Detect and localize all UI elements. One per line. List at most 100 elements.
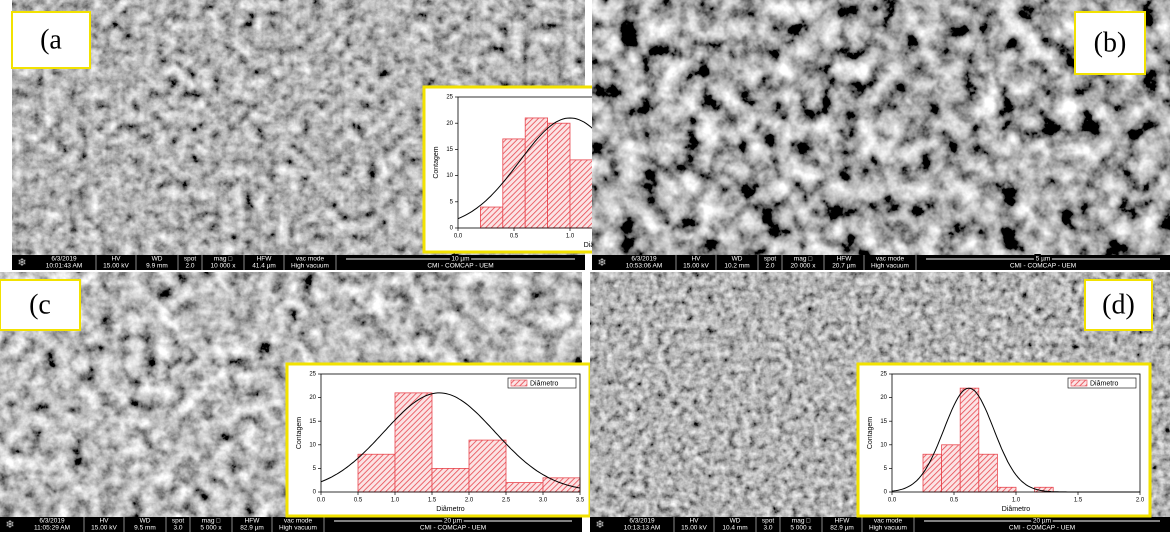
info-text: 11:05:29 AM [34, 525, 70, 532]
info-text: HFW [245, 518, 261, 525]
info-text: 15.00 kV [683, 263, 709, 270]
histogram-inset: 0.0 0.5 1.0 1.5 2.0 2.5 3.0 3.5 0 5 10 15 20 25 Diâmet… [285, 362, 592, 518]
info-text: High vacuum [279, 525, 317, 532]
info-icon: ❄ [595, 519, 604, 531]
histogram-bar [922, 453, 943, 493]
info-text: 15.00 kV [103, 263, 129, 270]
x-tick-label: 2.0 [1136, 498, 1145, 504]
sem-texture [592, 0, 1170, 255]
info-text: HFW [835, 518, 851, 525]
histogram-bar [468, 439, 507, 493]
info-text: mag □ [202, 518, 220, 525]
histogram-bar [502, 138, 526, 229]
x-tick-label: 3.5 [576, 498, 585, 504]
info-text: 6/3/2019 [51, 256, 77, 263]
info-icon: ❄ [5, 519, 14, 531]
x-tick-label: 3.0 [539, 498, 548, 504]
info-text: 10.4 mm [722, 525, 747, 532]
y-tick-label: 20 [446, 121, 453, 127]
info-text: 20 µm [444, 518, 462, 525]
x-tick-label: 1.0 [1012, 498, 1021, 504]
histogram-bar [394, 392, 433, 493]
histogram-bar [431, 467, 470, 493]
info-text: High vacuum [871, 263, 909, 270]
y-axis-label: Contagem [867, 417, 874, 449]
plot-frame [320, 373, 581, 493]
info-text: spot [172, 518, 184, 525]
legend-label: Diâmetro [530, 380, 559, 387]
info-text: CMI - COMCAP - UEM [1010, 263, 1076, 270]
info-text: WD [732, 256, 743, 263]
info-text: 10 µm [451, 256, 469, 263]
x-tick-label: 1.0 [391, 498, 400, 504]
panel-label-box [1084, 279, 1153, 331]
info-icon: ❄ [17, 257, 26, 269]
info-text: mag □ [214, 256, 232, 263]
x-tick-label: 1.5 [1074, 498, 1083, 504]
info-text: vac mode [876, 256, 905, 263]
info-text: mag □ [794, 256, 812, 263]
info-text: spot [762, 518, 774, 525]
info-text: vac mode [874, 518, 903, 525]
info-text: 2.0 [765, 263, 774, 270]
histogram-bar [479, 206, 504, 229]
y-tick-label: 25 [446, 95, 453, 101]
x-axis-label: Diâmetro [1002, 506, 1031, 513]
panel-label: (b) [1094, 27, 1127, 58]
y-tick-label: 20 [880, 395, 887, 401]
histogram-bar [978, 453, 998, 493]
info-text: HFW [837, 256, 853, 263]
fit-curve [320, 392, 581, 489]
info-text: 5 000 x [790, 525, 812, 532]
x-tick-label: 2.5 [502, 498, 511, 504]
info-text: HFW [257, 256, 273, 263]
info-text: 10 000 x [211, 263, 237, 270]
y-tick-label: 10 [309, 442, 316, 448]
info-text: 82.9 µm [830, 525, 854, 532]
y-tick-label: 0 [884, 490, 888, 496]
info-text: 3.0 [763, 525, 772, 532]
info-text: 10:01:43 AM [46, 263, 83, 270]
info-text: spot [184, 256, 196, 263]
panel-label: (a [40, 24, 62, 55]
info-text: High vacuum [869, 525, 907, 532]
x-tick-label: 0.0 [888, 498, 897, 504]
info-icon: ❄ [597, 257, 606, 269]
histogram-bar [524, 117, 549, 229]
y-tick-label: 5 [450, 199, 454, 205]
histogram-bar [569, 159, 593, 229]
histogram-bar [941, 444, 961, 493]
info-text: 20 µm [1033, 518, 1051, 525]
info-text: 20 000 x [791, 263, 817, 270]
panel-label: (d) [1102, 289, 1135, 320]
y-tick-label: 25 [309, 372, 316, 378]
y-tick-label: 10 [880, 442, 887, 448]
info-text: 5 000 x [200, 525, 222, 532]
y-tick-label: 15 [446, 147, 453, 153]
info-text: 6/3/2019 [631, 256, 657, 263]
info-text: WD [152, 256, 163, 263]
x-tick-label: 1.5 [428, 498, 437, 504]
histogram-bar [547, 122, 571, 229]
histogram-bar [542, 477, 581, 493]
legend-box [1067, 377, 1137, 389]
info-text: 20.7 µm [832, 263, 856, 270]
info-text: CMI - COMCAP - UEM [1009, 525, 1075, 532]
histogram-bar [505, 482, 544, 493]
info-text: 6/3/2019 [39, 518, 65, 525]
x-tick-label: 0.5 [510, 234, 519, 240]
info-text: 10:53:06 AM [626, 263, 663, 270]
info-text: HV [689, 518, 699, 525]
panel-label-box [11, 11, 91, 69]
y-tick-label: 15 [880, 419, 887, 425]
info-text: vac mode [296, 256, 325, 263]
info-text: HV [111, 256, 121, 263]
y-tick-label: 20 [309, 395, 316, 401]
legend-box [507, 377, 577, 389]
info-text: 2.0 [185, 263, 194, 270]
x-tick-label: 0.0 [317, 498, 326, 504]
x-tick-label: 0.5 [354, 498, 363, 504]
panel-label-box [1074, 11, 1146, 75]
y-axis-label: Contagem [433, 146, 440, 178]
y-tick-label: 10 [446, 173, 453, 179]
